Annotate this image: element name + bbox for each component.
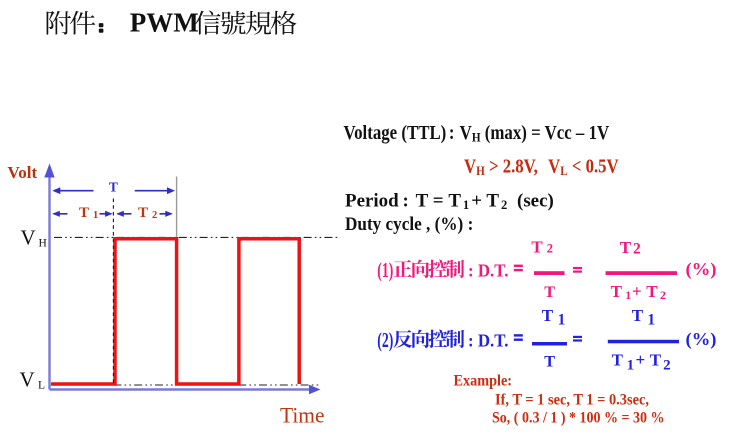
svg-text:(%): (%) xyxy=(686,259,717,280)
svg-text:(2): (2) xyxy=(377,328,393,352)
svg-text:T: T xyxy=(531,237,543,256)
svg-text:Voltage (TTL):VH (max) = Vcc –: Voltage (TTL): VH (max) = Vcc – 1V xyxy=(344,122,610,145)
svg-text:L: L xyxy=(38,379,45,391)
svg-text:T: T xyxy=(620,238,632,257)
svg-text:: D.T.: : D.T. xyxy=(468,261,509,281)
svg-text:VH > 2.8V,VL < 0.5V: VH > 2.8V, VL < 0.5V xyxy=(464,155,619,178)
svg-text:1: 1 xyxy=(558,311,566,328)
svg-text:2: 2 xyxy=(633,241,641,258)
svg-text:2: 2 xyxy=(152,210,157,221)
svg-text:: D.T.: : D.T. xyxy=(468,331,509,351)
svg-text:T: T xyxy=(542,306,554,325)
svg-text:1: 1 xyxy=(627,357,635,373)
svg-text:T: T xyxy=(612,351,624,370)
svg-text:Time: Time xyxy=(280,402,325,427)
svg-text:2: 2 xyxy=(660,288,666,302)
svg-text:PWM: PWM xyxy=(130,7,199,37)
svg-text:T: T xyxy=(632,306,644,325)
svg-text:V: V xyxy=(21,226,36,250)
svg-text:T: T xyxy=(109,179,118,194)
svg-text:Example:: Example: xyxy=(454,373,513,390)
svg-text:2: 2 xyxy=(547,242,553,256)
svg-text:+: + xyxy=(632,281,642,300)
svg-text:T: T xyxy=(544,352,555,370)
svg-text:1: 1 xyxy=(93,210,98,221)
svg-text:(1): (1) xyxy=(377,258,393,282)
svg-text:V: V xyxy=(20,367,35,391)
svg-text:Duty cycle , (%):: Duty cycle , (%): xyxy=(345,213,473,235)
svg-text:Period:T =T1+ T2(sec): Period: T = T 1+ T 2 (sec) xyxy=(345,190,554,212)
svg-text:So, ( 0.3 / 1 ) * 100 % = 30 %: So, ( 0.3 / 1 ) * 100 % = 30 % xyxy=(492,410,665,427)
svg-text:+: + xyxy=(636,350,646,369)
svg-text:T: T xyxy=(544,283,555,301)
svg-text:T: T xyxy=(79,205,89,221)
svg-text:T: T xyxy=(646,282,658,301)
svg-text:T: T xyxy=(138,205,148,221)
svg-text:T: T xyxy=(611,282,623,301)
svg-text:T: T xyxy=(650,351,662,370)
svg-text:(%): (%) xyxy=(686,329,717,350)
svg-text:If, T = 1 sec, T 1 = 0.3sec,: If, T = 1 sec, T 1 = 0.3sec, xyxy=(495,392,649,409)
svg-text:1: 1 xyxy=(625,288,631,302)
svg-text:H: H xyxy=(39,238,47,250)
svg-text:1: 1 xyxy=(647,311,655,328)
svg-text:2: 2 xyxy=(663,358,671,374)
svg-text:Volt: Volt xyxy=(8,163,38,182)
